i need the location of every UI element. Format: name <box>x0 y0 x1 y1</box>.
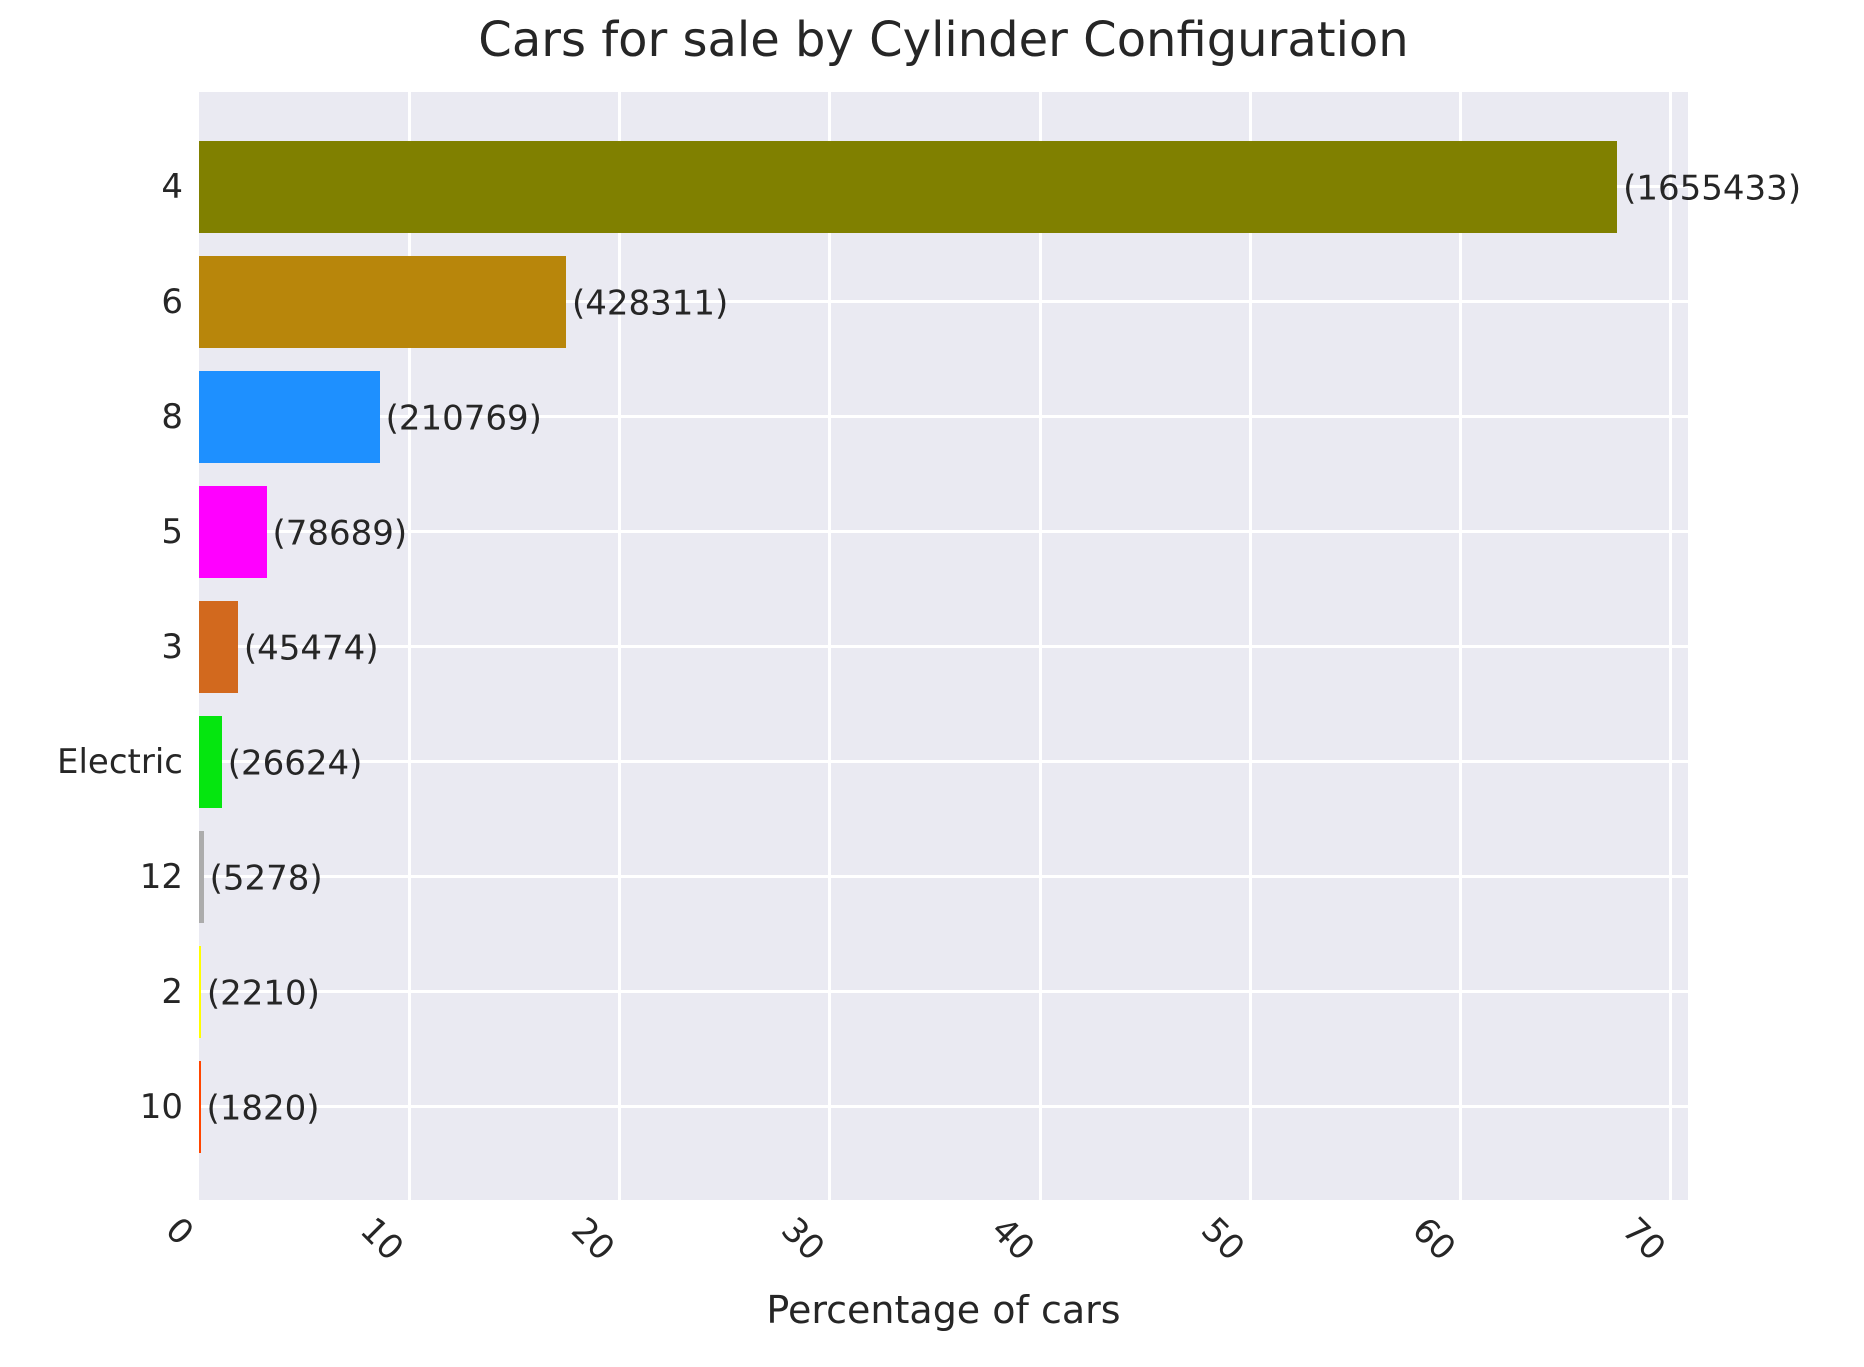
y-gridline <box>199 415 1688 418</box>
y-tick-label: 10 <box>139 1086 183 1127</box>
bar-value-label: (1655433) <box>1623 168 1802 208</box>
y-tick-label: 5 <box>161 511 183 552</box>
bar <box>199 485 267 578</box>
bar-value-label: (5278) <box>209 858 323 898</box>
bar <box>199 1060 201 1153</box>
y-gridline <box>199 530 1688 533</box>
bar-row: (210769) 8 <box>161 359 1688 474</box>
bar <box>199 600 238 693</box>
x-tick-label: 70 <box>1614 1209 1674 1269</box>
y-gridline <box>199 875 1688 878</box>
x-tick-label: 0 <box>157 1209 202 1254</box>
bar-row: (78689) 5 <box>161 474 1688 589</box>
x-tick-label: 10 <box>352 1209 412 1269</box>
bar-row: (1820) 10 <box>140 1049 1688 1164</box>
bar-value-label: (78689) <box>272 513 408 553</box>
bar <box>199 140 1618 233</box>
bar-row: (45474) 3 <box>161 589 1688 704</box>
y-gridline <box>199 645 1688 648</box>
bar <box>199 715 222 808</box>
bar <box>199 830 204 923</box>
bar-row: (26624) Electric <box>57 704 1688 819</box>
x-tick-label: 50 <box>1193 1209 1253 1269</box>
bar-value-label: (45474) <box>243 628 379 668</box>
y-tick-label: 3 <box>161 626 183 667</box>
bar <box>199 370 380 463</box>
y-tick-label: Electric <box>57 741 183 782</box>
bar-value-label: (210769) <box>385 398 542 438</box>
bar-value-label: (428311) <box>571 283 729 323</box>
bar-row: (5278) 12 <box>140 819 1688 934</box>
x-tick-label: 20 <box>562 1209 622 1269</box>
y-tick-label: 2 <box>161 971 183 1012</box>
x-tick-label: 60 <box>1403 1209 1463 1269</box>
y-gridline <box>199 300 1688 303</box>
x-tick-label: 40 <box>983 1209 1043 1269</box>
y-gridline <box>199 990 1688 993</box>
y-tick-label: 6 <box>161 281 183 322</box>
chart-title: Cars for sale by Cylinder Configuration <box>478 12 1409 68</box>
bar-row: (2210) 2 <box>161 934 1688 1049</box>
bar <box>199 945 201 1038</box>
bar-value-label: (1820) <box>206 1088 320 1128</box>
bar-row: (428311) 6 <box>161 244 1688 359</box>
bar-value-label: (2210) <box>206 973 320 1013</box>
y-gridline <box>199 1105 1688 1108</box>
plot-area: (1655433) 4 (428311) 6 (210769) 8 (78689) 5 (454… <box>57 92 1801 1200</box>
y-tick-label: 8 <box>161 396 183 437</box>
y-tick-label: 4 <box>161 166 183 207</box>
bar <box>199 255 566 348</box>
x-axis-label: Percentage of cars <box>766 1288 1121 1332</box>
bar-row: (1655433) 4 <box>161 129 1801 244</box>
bar-value-label: (26624) <box>227 743 363 783</box>
y-gridline <box>199 760 1688 763</box>
x-tick-label: 30 <box>773 1209 832 1269</box>
y-tick-label: 12 <box>139 856 183 897</box>
